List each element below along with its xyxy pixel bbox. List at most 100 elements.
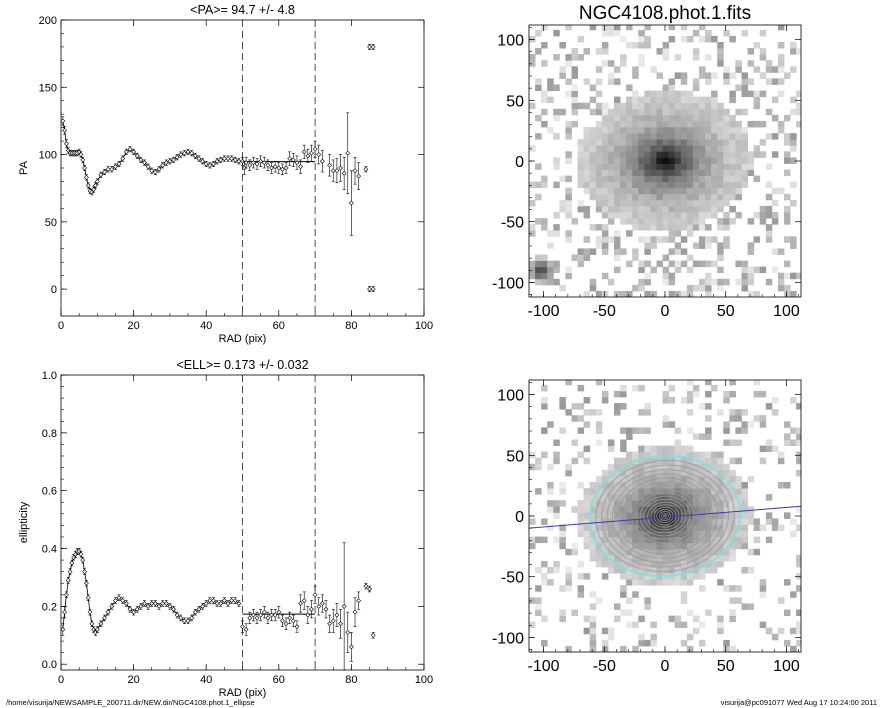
- img-pixel: [741, 151, 748, 158]
- img-pixel: [692, 29, 700, 37]
- iso-pixel: [541, 403, 548, 410]
- img-pixel: [589, 284, 597, 292]
- iso-pixel: [553, 500, 560, 507]
- iso-pixel: [589, 494, 597, 501]
- img-pixel: [565, 90, 572, 98]
- img-pixel: [790, 42, 797, 49]
- iso-pixel: [668, 445, 676, 453]
- iso-pixel: [723, 506, 730, 513]
- img-pixel: [790, 181, 797, 189]
- img-pixel: [650, 108, 657, 116]
- img-pixel: [686, 290, 694, 297]
- img-pixel: [692, 133, 700, 140]
- iso-pixel: [705, 609, 712, 616]
- img-pixel: [692, 102, 700, 110]
- img-pixel: [735, 145, 742, 152]
- iso-pixel: [735, 415, 742, 422]
- img-pixel: [723, 193, 730, 201]
- iso-pixel: [614, 475, 621, 483]
- iso-pixel: [589, 512, 597, 519]
- iso-pixel: [571, 542, 578, 550]
- img-pixel: [686, 169, 694, 176]
- img-pixel: [723, 120, 730, 128]
- img-pixel: [638, 133, 645, 140]
- img-pixel: [686, 90, 694, 98]
- img-pixel: [614, 205, 621, 213]
- iso-pixel: [680, 548, 688, 556]
- iso-pixel: [638, 482, 645, 489]
- pa-data-point: [87, 188, 93, 194]
- img-pixel: [601, 163, 609, 170]
- img-pixel: [595, 145, 603, 152]
- img-pixel: [771, 187, 779, 195]
- iso-pixel: [571, 506, 578, 513]
- iso-isophote: [664, 515, 666, 517]
- img-pixel: [638, 54, 645, 61]
- img-pixel: [607, 181, 615, 189]
- img-pixel: [614, 102, 621, 110]
- iso-pixel: [589, 633, 597, 641]
- iso-pixel: [547, 506, 554, 513]
- iso-pixel: [650, 560, 657, 568]
- img-pixel: [577, 205, 585, 213]
- iso-pixel: [614, 524, 621, 531]
- img-pixel: [735, 187, 742, 195]
- iso-pixel: [650, 621, 657, 629]
- img-pixel: [784, 212, 791, 219]
- img-pixel: [577, 145, 585, 152]
- ell-data-point: [149, 601, 155, 606]
- pa-data-point: [149, 168, 155, 174]
- pa-data-point: [185, 149, 191, 155]
- iso-pixel: [632, 621, 639, 629]
- iso-pixel: [674, 579, 682, 586]
- img-pixel: [692, 163, 700, 170]
- img-pixel: [656, 72, 663, 79]
- ell-data-point: [265, 615, 271, 621]
- pa-data-point: [236, 158, 242, 164]
- iso-pixel: [699, 512, 706, 519]
- img-pixel: [607, 151, 615, 158]
- ell-data-point: [91, 627, 97, 632]
- img-pixel: [765, 181, 773, 189]
- iso-pixel: [741, 524, 748, 531]
- img-pixel: [765, 230, 773, 237]
- iso-pixel: [577, 451, 585, 459]
- iso-pixel: [674, 506, 682, 513]
- iso-pixel: [620, 518, 627, 525]
- iso-pixel: [699, 573, 706, 580]
- img-pixel: [765, 193, 773, 201]
- iso-pixel: [729, 500, 736, 507]
- img-pixel: [644, 272, 651, 280]
- img-pixel: [601, 29, 609, 37]
- img-pixel: [699, 35, 706, 43]
- img-pixel: [729, 35, 736, 43]
- img-pixel: [668, 114, 676, 122]
- iso-pixel: [632, 482, 639, 489]
- img-pixel: [680, 25, 688, 31]
- img-pixel: [583, 102, 591, 110]
- ell-data-point: [131, 609, 137, 615]
- iso-pixel: [644, 409, 651, 416]
- img-pixel: [626, 157, 633, 164]
- img-ytick-label: 100: [497, 33, 524, 50]
- img-pixel: [632, 193, 639, 201]
- iso-pixel: [577, 427, 585, 434]
- img-pixel: [729, 139, 736, 146]
- img-pixel: [717, 60, 724, 67]
- img-pixel: [680, 260, 688, 268]
- iso-pixel: [662, 482, 670, 489]
- ell-data-point: [120, 598, 126, 604]
- iso-pixel: [632, 463, 639, 471]
- img-pixel: [662, 133, 670, 140]
- iso-pixel: [583, 573, 591, 580]
- iso-pixel: [674, 518, 682, 525]
- img-pixel: [595, 90, 603, 98]
- iso-pixel: [680, 579, 688, 586]
- iso-pixel: [559, 530, 566, 538]
- img-pixel: [662, 84, 670, 91]
- iso-pixel: [747, 512, 755, 519]
- iso-pixel: [607, 542, 615, 550]
- img-pixel: [656, 175, 663, 183]
- img-pixel: [699, 66, 706, 73]
- img-pixel: [759, 139, 767, 146]
